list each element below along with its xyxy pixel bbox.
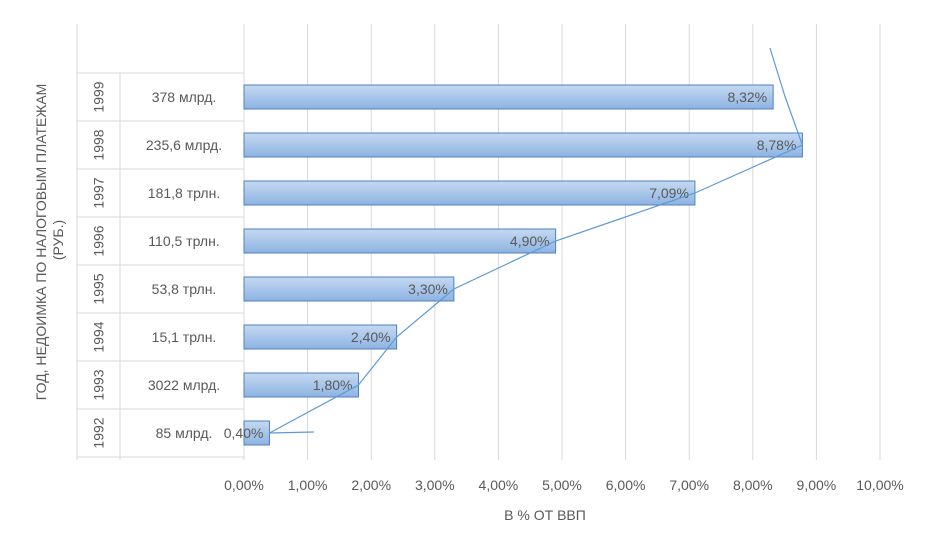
data-label: 3,30% <box>408 281 448 297</box>
bar <box>243 324 398 350</box>
bar <box>243 132 803 158</box>
bar <box>243 276 455 302</box>
bar <box>243 420 270 446</box>
category-amount-label: 378 млрд. <box>152 89 217 105</box>
data-label: 7,09% <box>649 185 689 201</box>
category-year-label: 1995 <box>91 273 107 304</box>
x-tick-label: 5,00% <box>542 477 582 493</box>
category-amount-label: 85 млрд. <box>156 425 213 441</box>
bar <box>243 84 774 110</box>
data-label: 8,78% <box>757 137 797 153</box>
category-year-label: 1998 <box>91 129 107 160</box>
category-amount-label: 3022 млрд. <box>148 377 220 393</box>
category-amount-label: 15,1 трлн. <box>152 329 217 345</box>
trend-line <box>269 47 804 434</box>
category-year-label: 1993 <box>91 369 107 400</box>
x-axis-title: В % ОТ ВВП <box>504 507 586 523</box>
category-year-label: 1994 <box>91 321 107 352</box>
x-tick-label: 0,00% <box>224 477 264 493</box>
x-tick-label: 1,00% <box>288 477 328 493</box>
category-year-label: 1992 <box>91 417 107 448</box>
x-tick-label: 3,00% <box>415 477 455 493</box>
data-label: 1,80% <box>313 377 353 393</box>
x-tick-label: 6,00% <box>606 477 646 493</box>
bar <box>243 228 557 254</box>
x-tick-label: 9,00% <box>797 477 837 493</box>
bar <box>243 180 696 206</box>
x-tick-label: 2,00% <box>351 477 391 493</box>
category-year-label: 1997 <box>91 177 107 208</box>
category-year-label: 1996 <box>91 225 107 256</box>
data-label: 4,90% <box>510 233 550 249</box>
category-amount-label: 110,5 трлн. <box>148 233 219 249</box>
x-tick-label: 10,00% <box>856 477 903 493</box>
category-amount-label: 181,8 трлн. <box>148 185 220 201</box>
category-amount-label: 53,8 трлн. <box>152 281 217 297</box>
data-label: 0,40% <box>224 425 264 441</box>
bar <box>243 372 359 398</box>
y-axis-title: ГОД, НЕДОИМКА ПО НАЛОГОВЫМ ПЛАТЕЖАМ (РУБ… <box>33 80 66 400</box>
data-label: 2,40% <box>351 329 391 345</box>
x-tick-label: 7,00% <box>669 477 709 493</box>
x-tick-label: 4,00% <box>479 477 519 493</box>
category-amount-label: 235,6 млрд. <box>146 137 222 153</box>
x-tick-label: 8,00% <box>733 477 773 493</box>
category-year-label: 1999 <box>91 81 107 112</box>
data-label: 8,32% <box>727 89 767 105</box>
